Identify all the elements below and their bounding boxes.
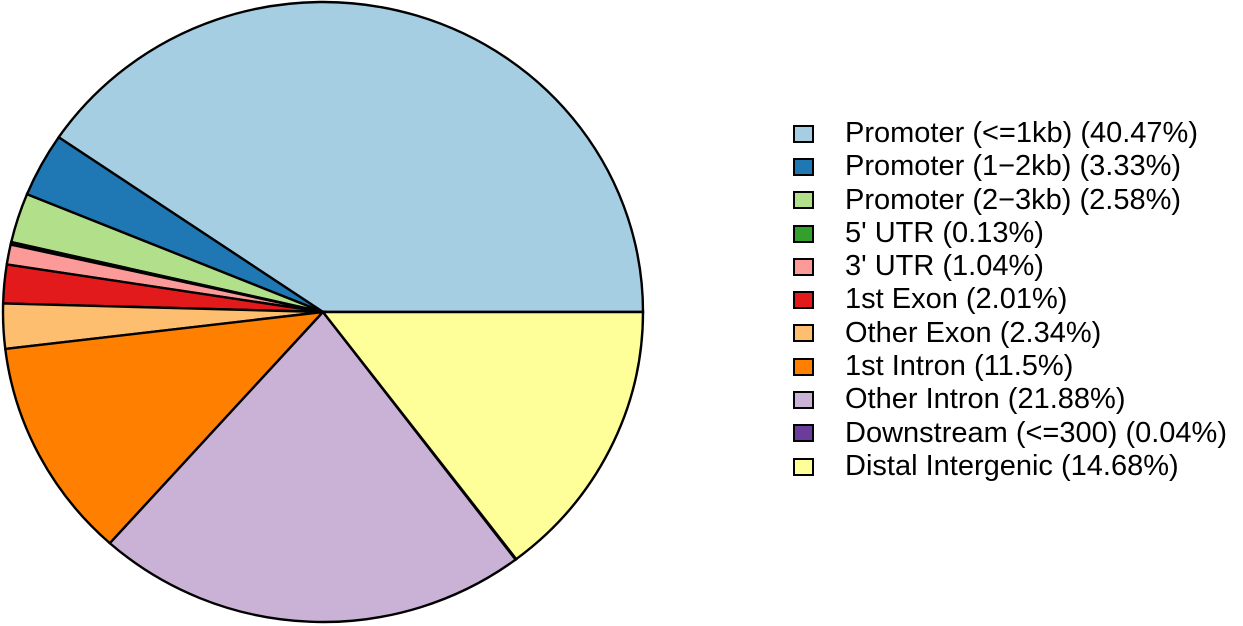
legend-label-1st-exon: 1st Exon (2.01%) <box>845 283 1068 316</box>
legend-label-other-intron: Other Intron (21.88%) <box>845 383 1126 416</box>
legend-item-other-intron: Other Intron (21.88%) <box>793 383 1227 416</box>
legend-item-1st-intron: 1st Intron (11.5%) <box>793 350 1227 383</box>
legend-label-downstream-300: Downstream (<=300) (0.04%) <box>845 416 1227 449</box>
legend-swatch-other-intron <box>793 391 814 410</box>
legend-item-5-utr: 5' UTR (0.13%) <box>793 217 1227 250</box>
legend-swatch-distal-intergenic <box>793 457 814 476</box>
legend-swatch-3-utr <box>793 257 814 276</box>
legend-item-1st-exon: 1st Exon (2.01%) <box>793 283 1227 316</box>
legend-label-distal-intergenic: Distal Intergenic (14.68%) <box>845 449 1179 482</box>
legend-item-promoter-1-2kb: Promoter (1−2kb) (3.33%) <box>793 150 1227 183</box>
legend-label-3-utr: 3' UTR (1.04%) <box>845 250 1044 283</box>
legend-label-promoter-1-2kb: Promoter (1−2kb) (3.33%) <box>845 150 1182 183</box>
legend-label-promoter-1kb: Promoter (<=1kb) (40.47%) <box>845 117 1198 149</box>
legend-swatch-promoter-1kb <box>793 124 814 143</box>
legend-swatch-promoter-1-2kb <box>793 157 814 176</box>
legend-swatch-5-utr <box>793 224 814 243</box>
legend-label-other-exon: Other Exon (2.34%) <box>845 316 1102 349</box>
legend-swatch-1st-exon <box>793 291 814 310</box>
legend-swatch-promoter-2-3kb <box>793 191 814 210</box>
legend-item-downstream-300: Downstream (<=300) (0.04%) <box>793 417 1227 450</box>
pie-slice-other-intron <box>108 310 518 624</box>
legend-swatch-downstream-300 <box>793 424 814 443</box>
legend-item-promoter-2-3kb: Promoter (2−3kb) (2.58%) <box>793 184 1227 217</box>
pie-slice-promoter-1kb <box>56 0 645 314</box>
legend: Promoter (<=1kb) (40.47%) Promoter (1−2kb… <box>793 117 1227 483</box>
legend-item-distal-intergenic: Distal Intergenic (14.68%) <box>793 450 1227 483</box>
pie-slice-1st-intron <box>3 310 327 545</box>
pie-slice-distal-intergenic <box>320 310 645 561</box>
pie-chart <box>1 0 645 624</box>
legend-label-1st-intron: 1st Intron (11.5%) <box>845 350 1074 383</box>
legend-item-3-utr: 3' UTR (1.04%) <box>793 250 1227 283</box>
legend-label-promoter-2-3kb: Promoter (2−3kb) (2.58%) <box>845 183 1182 216</box>
legend-item-other-exon: Other Exon (2.34%) <box>793 317 1227 350</box>
legend-item-promoter-1kb: Promoter (<=1kb) (40.47%) <box>793 117 1227 150</box>
legend-swatch-1st-intron <box>793 357 814 376</box>
legend-swatch-other-exon <box>793 324 814 343</box>
legend-label-5-utr: 5' UTR (0.13%) <box>845 216 1044 249</box>
